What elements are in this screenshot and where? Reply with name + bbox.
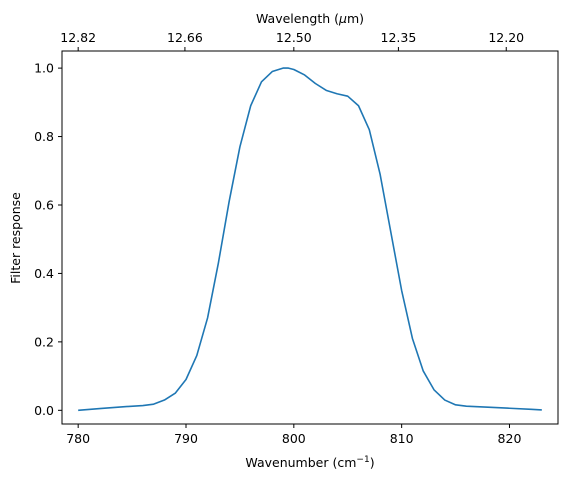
plot-area [78,67,542,412]
x-tick-label: 820 [498,431,522,446]
series-line-0 [78,67,542,412]
tick-marks [58,47,510,428]
x-tick-label: 780 [66,431,90,446]
axes-frame [61,50,559,425]
top-tick-label: 12.20 [488,30,524,45]
y-tick-label: 0.0 [34,403,54,418]
x-tick-label: 810 [390,431,414,446]
y-tick-label: 0.2 [34,334,54,349]
top-tick-label: 12.35 [381,30,417,45]
top-tick-label: 12.66 [167,30,203,45]
top-tick-label: 12.82 [60,30,96,45]
top-axis-label: Wavelength (μm) [256,11,364,26]
y-tick-label: 0.4 [34,266,54,281]
top-tick-label: 12.50 [276,30,312,45]
y-tick-label: 0.6 [34,197,54,212]
x-axis-label: Wavenumber (cm−1) [245,455,374,470]
x-tick-label: 790 [174,431,198,446]
y-tick-label: 1.0 [34,61,54,76]
y-tick-label: 0.8 [34,129,54,144]
y-axis-label: Filter response [8,192,23,284]
x-tick-label: 800 [282,431,306,446]
